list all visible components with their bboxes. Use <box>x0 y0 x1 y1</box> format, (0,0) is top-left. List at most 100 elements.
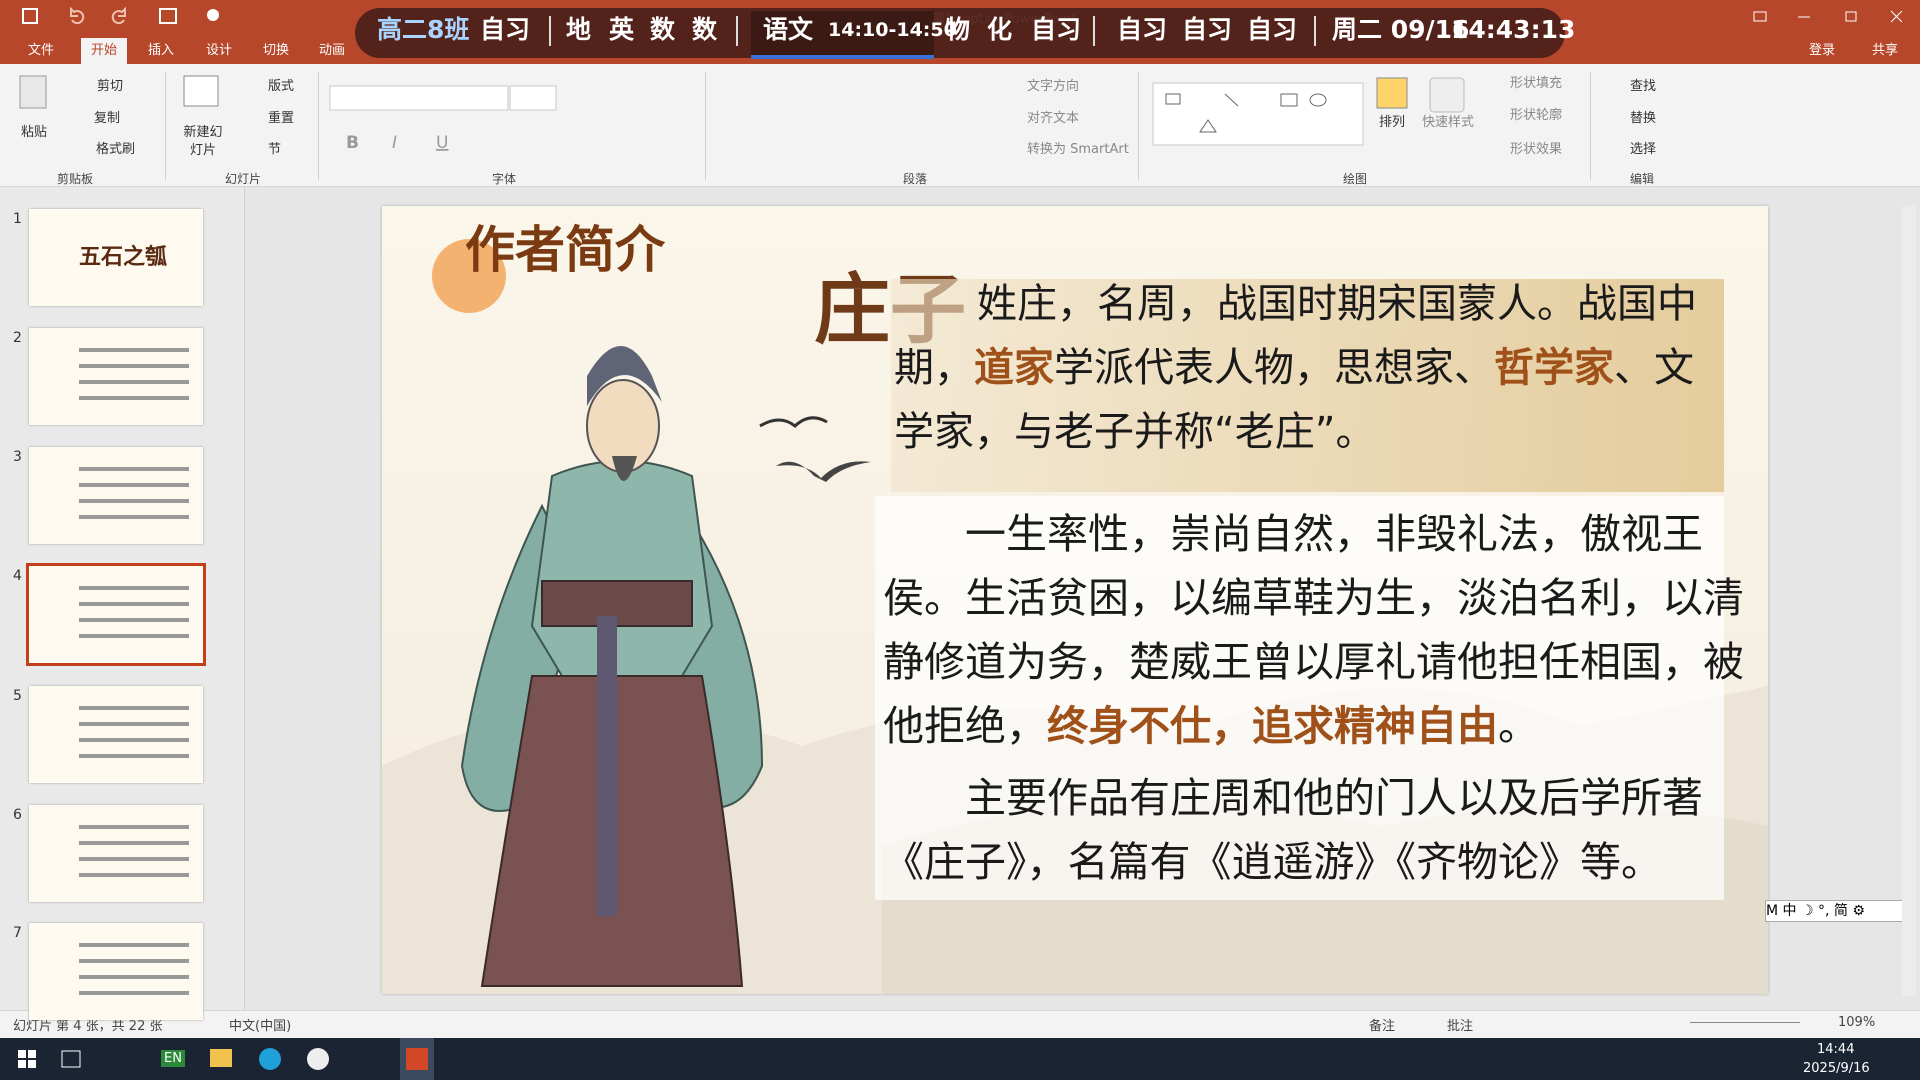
ime-settings[interactable]: ⚙ <box>1847 903 1865 919</box>
font-name-box[interactable] <box>329 85 509 111</box>
group-label: 段落 <box>903 172 928 186</box>
button[interactable]: 重置 <box>268 111 295 126</box>
ime-language[interactable]: 中 <box>1782 903 1797 919</box>
language[interactable]: 中文(中国) <box>229 1019 292 1034</box>
button[interactable]: 版式 <box>268 79 295 94</box>
button[interactable]: 排列 <box>1379 115 1406 130</box>
start-button[interactable] <box>18 1050 36 1068</box>
shapes-gallery[interactable] <box>1152 82 1364 146</box>
clock-time: 14:44 <box>1817 1042 1855 1057</box>
shape <box>1309 93 1327 107</box>
ribbon-tab[interactable]: 开始 <box>81 38 128 64</box>
slide-thumbnail[interactable]: 五石之瓠 <box>29 209 203 306</box>
thumbnail-line <box>79 825 189 829</box>
scrollbar[interactable] <box>1902 206 1916 996</box>
underline-icon: U <box>436 133 448 153</box>
restore[interactable] <box>1845 11 1857 22</box>
button[interactable]: 对齐文本 <box>1027 111 1080 126</box>
ribbon-tab[interactable]: 插入 <box>148 43 175 58</box>
slide-thumbnail[interactable] <box>29 805 203 902</box>
period: 自习 <box>1182 15 1233 44</box>
slideshow-icon[interactable] <box>159 8 177 24</box>
separator <box>1590 72 1591 180</box>
thumbnail-line <box>79 943 189 947</box>
qq-icon[interactable] <box>307 1048 329 1070</box>
button[interactable]: 转换为 SmartArt <box>1027 142 1129 157</box>
thumbnail-line <box>79 586 189 590</box>
touch-icon[interactable] <box>207 9 219 21</box>
close[interactable] <box>1890 10 1903 23</box>
slide-number: 2 <box>13 330 22 346</box>
undo-icon[interactable] <box>70 6 85 25</box>
bird <box>776 461 871 482</box>
ribbon-icons: B I U <box>19 75 1465 153</box>
slide: 作者简介 庄子 姓庄，名周，战国时期宋国蒙人。战国中期，道家学派代表人物，思想家… <box>382 206 1768 994</box>
period: 英 <box>609 15 635 44</box>
emphasis-text: 终身不仕，追求精神自由 <box>1047 702 1498 750</box>
ime-punct: ☽ °, <box>1796 903 1834 919</box>
ribbon-options[interactable] <box>1753 11 1767 22</box>
thumbnail-line <box>79 396 189 400</box>
group-label: 幻灯片 <box>225 172 262 186</box>
thumbnail-line <box>79 380 189 384</box>
thumbnail-line <box>79 348 189 352</box>
button[interactable]: 格式刷 <box>96 142 136 157</box>
input-indicator[interactable]: EN <box>161 1050 185 1067</box>
slide-thumbnail[interactable] <box>29 923 203 1020</box>
button[interactable]: 剪切 <box>97 79 124 94</box>
share[interactable]: 共享 <box>1872 43 1899 58</box>
button[interactable]: 新建幻灯片 <box>183 125 223 158</box>
button[interactable]: 形状填充 <box>1510 76 1563 91</box>
button[interactable]: 查找 <box>1630 79 1657 94</box>
login[interactable]: 登录 <box>1809 43 1836 58</box>
emphasis-text: 哲学家 <box>1494 345 1614 391</box>
button[interactable]: 节 <box>268 142 282 157</box>
button[interactable]: 形状轮廓 <box>1510 108 1563 123</box>
button[interactable]: 选择 <box>1630 142 1657 157</box>
explorer-icon[interactable] <box>210 1049 232 1067</box>
zoom-level[interactable]: 109% <box>1838 1015 1876 1030</box>
ime-script[interactable]: 简 <box>1833 903 1848 919</box>
ribbon-tab[interactable]: 动画 <box>319 43 346 58</box>
group-label: 剪贴板 <box>57 172 94 186</box>
notes-button[interactable]: 备注 <box>1369 1019 1396 1034</box>
button[interactable]: 文字方向 <box>1027 79 1080 94</box>
slide-thumbnail[interactable] <box>29 686 203 783</box>
thumbnail-line <box>79 483 189 487</box>
group-label: 字体 <box>492 172 517 186</box>
button[interactable]: 替换 <box>1630 111 1657 126</box>
button[interactable]: 形状效果 <box>1510 142 1563 157</box>
powerpoint-icon[interactable] <box>406 1048 428 1070</box>
button[interactable]: 粘贴 <box>21 125 48 140</box>
redo-icon[interactable] <box>111 6 126 25</box>
button[interactable]: 复制 <box>94 111 121 126</box>
taskbar-icons <box>18 1038 434 1080</box>
separator <box>1314 16 1316 46</box>
ribbon-tab[interactable]: 文件 <box>28 43 55 58</box>
slide-info: 幻灯片 第 4 张，共 22 张 <box>13 1019 163 1034</box>
button[interactable]: 快速样式 <box>1422 115 1475 130</box>
period: 自习 <box>1031 15 1082 44</box>
comments-button[interactable]: 批注 <box>1447 1019 1474 1034</box>
thumbnail-line <box>79 873 189 877</box>
edge-icon[interactable] <box>259 1048 281 1070</box>
slide-number: 5 <box>13 688 22 704</box>
zhuangzi-figure <box>460 346 764 987</box>
ime-mode[interactable]: M <box>1766 903 1783 919</box>
thumbnail-line <box>79 841 189 845</box>
ribbon-tab[interactable]: 设计 <box>206 43 233 58</box>
slide-thumbnail[interactable] <box>26 563 206 666</box>
ribbon-tab[interactable]: 切换 <box>263 43 290 58</box>
slide-thumbnail[interactable] <box>29 328 203 425</box>
font-size-box[interactable] <box>509 85 557 111</box>
separator <box>1138 72 1139 180</box>
save-icon[interactable] <box>22 8 38 24</box>
shape <box>1224 93 1239 107</box>
zoom-slider[interactable] <box>1690 1022 1800 1023</box>
separator <box>318 72 319 180</box>
clock-date: 2025/9/16 <box>1803 1061 1870 1076</box>
slide-thumbnail[interactable] <box>29 447 203 544</box>
quick-access <box>22 6 219 25</box>
task-view[interactable] <box>61 1050 81 1068</box>
ime-bar: M 中 ☽ °, 简 ⚙ <box>1765 900 1915 922</box>
